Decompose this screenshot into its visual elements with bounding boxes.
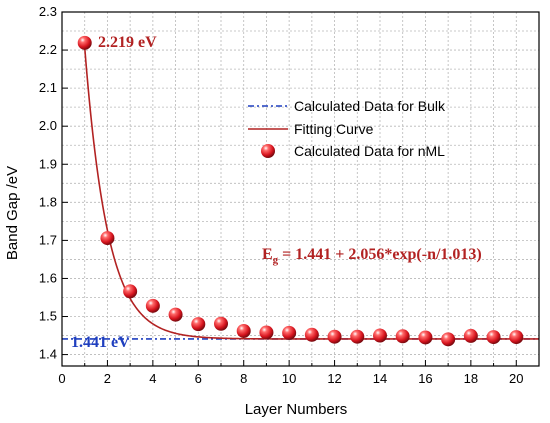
x-tick-label: 0 <box>58 371 65 386</box>
data-point <box>100 231 115 246</box>
data-point <box>304 327 319 342</box>
legend: Calculated Data for Bulk Fitting Curve C… <box>248 98 446 159</box>
data-point <box>486 330 501 345</box>
legend-bulk-label: Calculated Data for Bulk <box>294 98 446 114</box>
data-point <box>395 329 410 344</box>
y-tick-label: 1.7 <box>39 232 57 247</box>
x-tick-label: 2 <box>104 371 111 386</box>
y-tick-label: 2.1 <box>39 80 57 95</box>
y-tick-label: 2.3 <box>39 4 57 19</box>
data-points-layer <box>77 35 524 347</box>
data-point <box>282 325 297 340</box>
data-point <box>350 329 365 344</box>
equation: Eg = 1.441 + 2.056*exp(-n/1.013) <box>262 246 482 266</box>
x-tick-label: 18 <box>464 371 478 386</box>
legend-points-label: Calculated Data for nML <box>294 143 445 159</box>
data-point <box>145 298 160 313</box>
x-tick-label: 20 <box>509 371 523 386</box>
y-tick-label: 2.0 <box>39 118 57 133</box>
x-axis-title: Layer Numbers <box>245 401 348 418</box>
data-point <box>463 328 478 343</box>
x-tick-label: 10 <box>282 371 296 386</box>
y-tick-label: 1.6 <box>39 270 57 285</box>
y-tick-label: 1.5 <box>39 309 57 324</box>
x-tick-label: 12 <box>327 371 341 386</box>
data-point <box>77 35 92 50</box>
equation-prefix: E <box>262 246 273 263</box>
grid <box>62 12 539 366</box>
data-point <box>123 284 138 299</box>
data-point <box>168 307 183 322</box>
y-tick-label: 2.2 <box>39 42 57 57</box>
data-point <box>509 330 524 345</box>
y-tick-label: 1.4 <box>39 347 57 362</box>
y-axis-title: Band Gap /eV <box>4 166 21 260</box>
x-tick-label: 14 <box>373 371 387 386</box>
y-tick-label: 1.9 <box>39 156 57 171</box>
data-point <box>327 329 342 344</box>
data-point <box>236 323 251 338</box>
annotation-bulk-value: 1.441 eV <box>71 334 130 351</box>
annotation-top-value: 2.219 eV <box>98 34 157 51</box>
legend-points-swatch <box>261 144 275 158</box>
equation-sub: g <box>273 254 279 266</box>
data-point <box>259 325 274 340</box>
axis-ticks: 0 2 4 6 8 10 12 14 16 18 20 1.4 1.5 1.6 1.7 1.8 1.9 2.0 2.… <box>39 4 524 386</box>
data-point <box>441 332 456 347</box>
data-point <box>418 330 433 345</box>
y-tick-label: 1.8 <box>39 194 57 209</box>
x-tick-label: 8 <box>240 371 247 386</box>
x-tick-label: 6 <box>195 371 202 386</box>
data-point <box>373 328 387 343</box>
x-tick-label: 16 <box>418 371 432 386</box>
legend-fit-label: Fitting Curve <box>294 121 374 137</box>
plot-frame <box>61 11 540 367</box>
equation-rest: = 1.441 + 2.056*exp(-n/1.013) <box>278 246 482 263</box>
data-point <box>214 316 228 331</box>
data-point <box>191 317 206 332</box>
x-tick-label: 4 <box>149 371 156 386</box>
